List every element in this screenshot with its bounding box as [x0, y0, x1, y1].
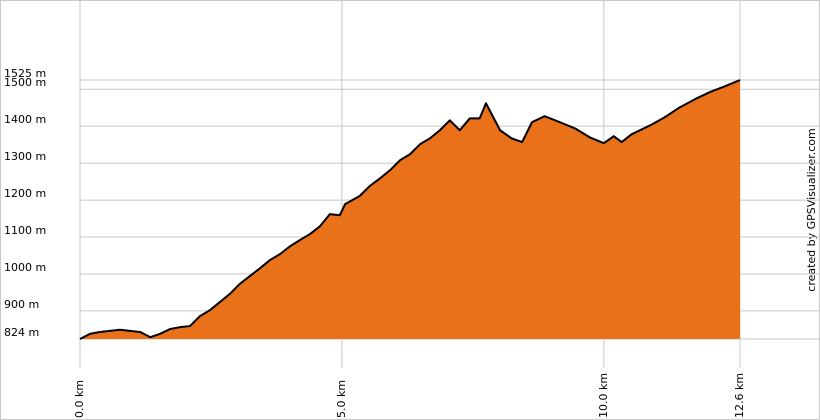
x-tick-label: 5.0 km: [335, 380, 348, 418]
x-tick-label: 12.6 km: [733, 373, 746, 418]
y-tick-label: 1300 m: [4, 150, 46, 163]
elevation-area: [80, 80, 740, 339]
x-tick-label: 0.0 km: [73, 380, 86, 418]
y-tick-label: 1100 m: [4, 224, 46, 237]
y-tick-label: 900 m: [4, 298, 39, 311]
credit: created by GPSVisualizer.com: [805, 128, 818, 291]
y-tick-label: 1400 m: [4, 113, 46, 126]
x-tick-label: 10.0 km: [597, 373, 610, 418]
y-tick-label: 1000 m: [4, 261, 46, 274]
y-tick-label: 1200 m: [4, 187, 46, 200]
elevation-line: [79, 79, 741, 340]
y-tick-label: 824 m: [4, 326, 39, 339]
y-tick-label: 1525 m: [4, 67, 46, 80]
y-tick-label: 1500 m: [4, 76, 46, 89]
